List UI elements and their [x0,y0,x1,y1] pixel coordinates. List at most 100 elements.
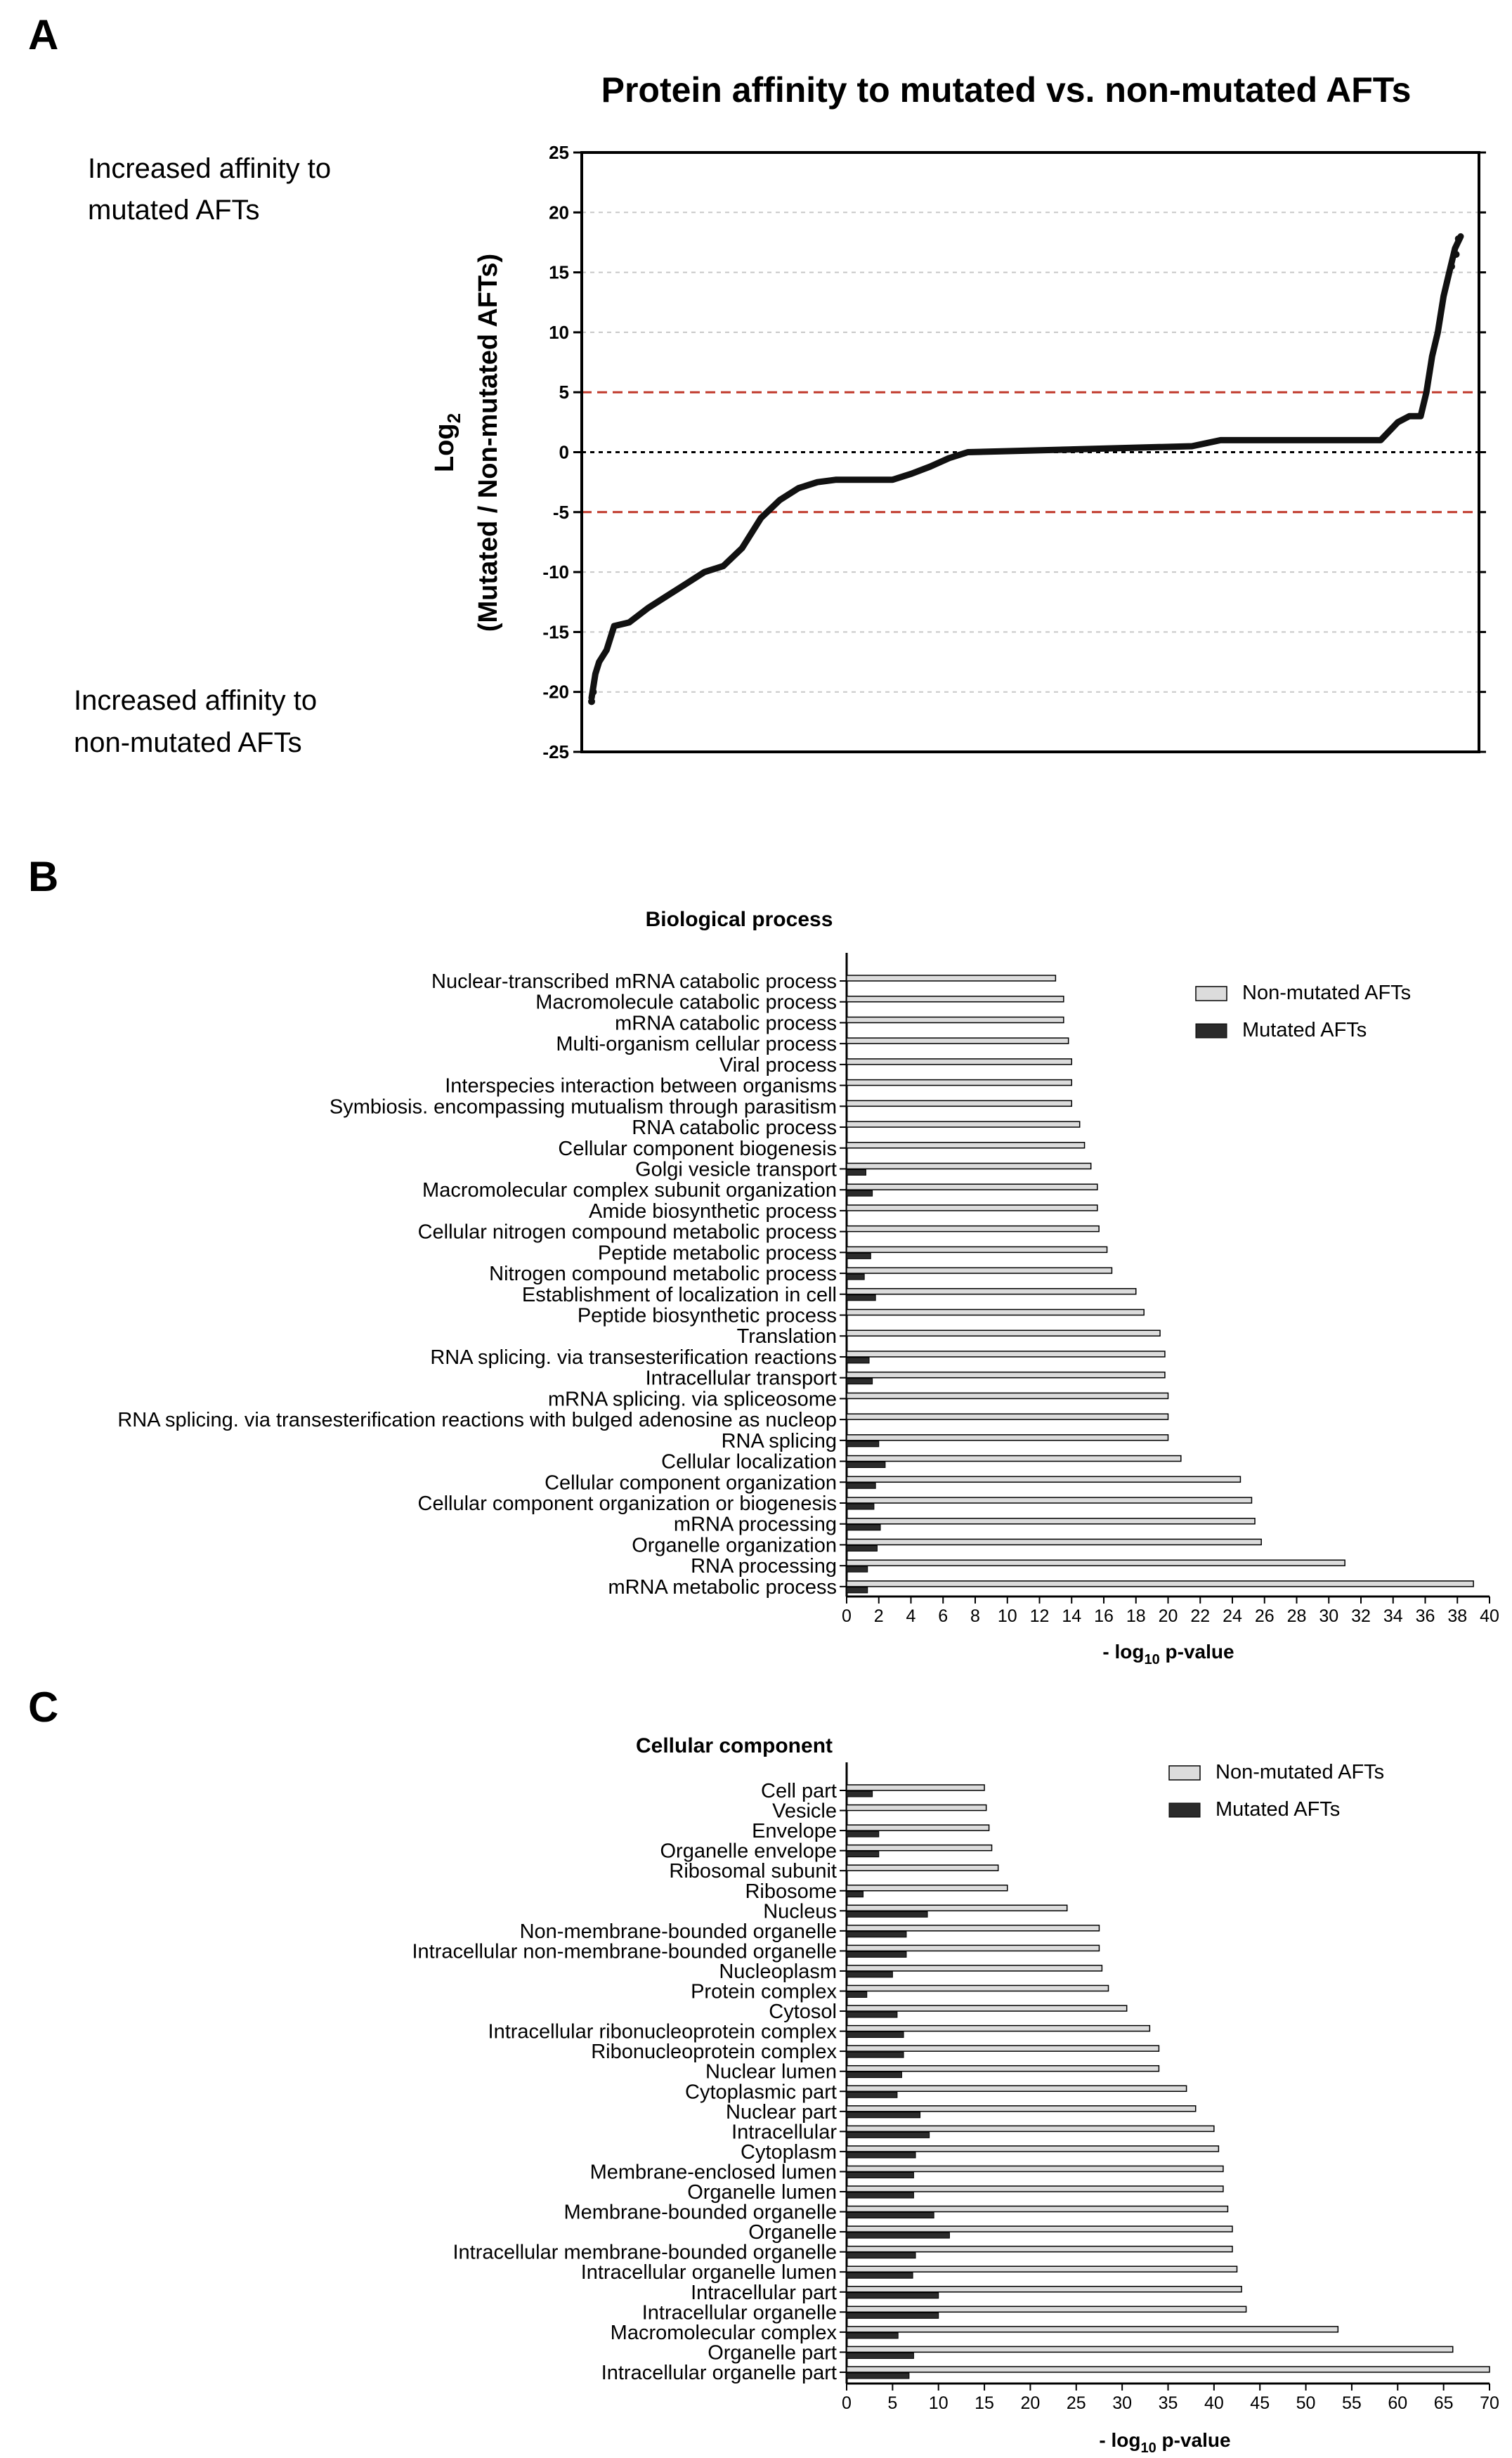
b-plot-bar-nonmutated [846,1016,1064,1024]
b-plot-category-label: RNA processing [691,1555,837,1578]
b-plot-bar-nonmutated [846,1476,1241,1483]
c-plot-bar-mutated [846,1851,880,1858]
c-plot-category-label: Intracellular membrane-bounded organelle [453,2242,838,2264]
b-plot-xtick-label: 26 [1255,1606,1275,1626]
c-plot-legend-label-mutated: Mutated AFTs [1216,1798,1340,1821]
b-plot-category-label: mRNA splicing. via spliceosome [548,1388,837,1410]
panel-a-curve [588,233,1464,701]
c-plot-bar-mutated [846,2252,916,2259]
b-plot-xtick-label: 4 [906,1606,916,1626]
b-plot-category-label: Intracellular transport [646,1367,837,1390]
b-plot-xtick-label: 24 [1223,1606,1242,1626]
c-plot-bar-mutated [846,2051,904,2058]
b-plot-bar-nonmutated [846,1121,1081,1128]
panel-b: B Biological process 0 2 4 6 8 10 12 14 16 18 20 22… [28,853,1499,1667]
c-plot-bar-nonmutated [846,2185,1224,2192]
panel-b-plot: 0 2 4 6 8 10 12 14 16 18 20 22 24 26 28 30 32 34 36 38 40Nuc… [117,953,1499,1626]
c-plot-bar-mutated [846,2031,904,2038]
c-plot-category-label: Intracellular [731,2121,837,2143]
panel-a-ylabel: Log2 (Mutated / Non-mutated AFTs) [430,254,503,632]
b-plot-bar-mutated [846,1524,881,1531]
b-plot-bar-mutated [846,1190,873,1197]
c-plot-bar-nonmutated [846,1965,1103,1972]
c-plot-xtick-label: 35 [1159,2393,1178,2413]
b-plot-bar-mutated [846,1294,876,1301]
c-plot-xtick-label: 0 [842,2393,852,2413]
b-plot-bar-nonmutated [846,1079,1072,1086]
c-plot-bar-nonmutated [846,2085,1187,2092]
c-plot-bar-mutated [846,2352,914,2359]
b-plot-legend-label-nonmutated: Non-mutated AFTs [1242,982,1411,1004]
c-plot-xtick-label: 60 [1388,2393,1407,2413]
b-plot-xtick-label: 6 [938,1606,948,1626]
c-plot-bar-nonmutated [846,2045,1160,2052]
b-plot-bar-nonmutated [846,1204,1098,1211]
c-plot-category-label: Cytoplasm [741,2141,837,2164]
panel-a-note-bottom-line1: Increased affinity to [74,685,317,716]
b-plot-category-label: Interspecies interaction between organis… [445,1075,837,1098]
b-plot-category-label: Cellular component organization or bioge… [418,1493,837,1515]
b-plot-bar-mutated [846,1357,870,1364]
c-plot-xtick-label: 20 [1021,2393,1041,2413]
c-plot-xtick-label: 40 [1204,2393,1224,2413]
b-plot-bar-mutated [846,1545,878,1552]
b-plot-category-label: RNA splicing. via transesterification re… [117,1409,837,1431]
c-plot-legend-swatch-mutated [1168,1802,1201,1818]
b-plot-xtick-label: 10 [998,1606,1017,1626]
panel-a-ytick-label: 0 [559,442,569,463]
c-plot-bar-nonmutated [846,2105,1197,2112]
c-plot-bar-mutated [846,2312,939,2319]
c-plot-bar-mutated [846,2332,899,2339]
c-plot-category-label: Ribonucleoprotein complex [591,2041,837,2063]
b-plot-bar-nonmutated [846,1497,1253,1504]
b-plot-category-label: Multi-organism cellular process [556,1033,837,1055]
b-plot-bar-nonmutated [846,1100,1072,1107]
b-plot-bar-nonmutated [846,1351,1166,1358]
c-plot-bar-mutated [846,1951,907,1958]
b-plot-bar-nonmutated [846,1162,1092,1170]
b-plot-bar-mutated [846,1462,886,1469]
b-plot-bar-nonmutated [846,1580,1474,1587]
c-plot-bar-nonmutated [846,1904,1068,1912]
b-plot-xtick-label: 38 [1447,1606,1467,1626]
b-plot-category-label: Macromolecular complex subunit organizat… [422,1179,837,1202]
c-plot-category-label: Intracellular non-membrane-bounded organ… [412,1940,837,1963]
b-plot-xtick-label: 18 [1126,1606,1146,1626]
panel-a-point [1452,251,1460,259]
b-plot-category-label: mRNA metabolic process [608,1576,837,1599]
b-plot-legend-swatch-nonmutated [1195,986,1227,1001]
b-plot-bar-mutated [846,1169,866,1176]
b-plot-category-label: RNA splicing. via transesterification re… [430,1346,837,1369]
panel-a-ytick-label: -15 [542,621,569,642]
c-plot-category-label: Envelope [752,1820,837,1842]
b-plot-category-label: mRNA catabolic process [615,1012,837,1034]
c-plot-bar-nonmutated [846,2024,1151,2032]
c-plot-category-label: Nuclear part [726,2101,837,2124]
c-plot-bar-nonmutated [846,2245,1233,2253]
panel-a-ytick-label: -25 [542,741,569,762]
c-plot-category-label: Cell part [761,1780,837,1802]
b-plot-xtick-label: 34 [1383,1606,1403,1626]
b-plot-xtick-label: 12 [1030,1606,1050,1626]
c-plot-category-label: Membrane-enclosed lumen [590,2161,837,2183]
c-plot-bar-mutated [846,2212,934,2219]
c-plot-bar-nonmutated [846,2205,1229,2213]
panel-c-plot: 0 5 10 15 20 25 30 35 40 45 50 55 60 65 70 Cell partVes… [412,1761,1499,2413]
c-plot-category-label: Nucleus [763,1900,837,1923]
c-plot-category-label: Organelle envelope [660,1840,837,1863]
b-plot-bar-nonmutated [846,1455,1182,1462]
panel-a: A Protein affinity to mutated vs. non-mu… [28,11,1486,762]
panel-a-letter: A [28,11,58,58]
c-plot-category-label: Vesicle [772,1800,837,1823]
b-plot-xtick-label: 0 [842,1606,852,1626]
panel-a-ytick-label: -20 [542,682,569,703]
b-plot-legend-label-mutated: Mutated AFTs [1242,1019,1367,1041]
c-plot-category-label: Intracellular organelle part [601,2362,837,2384]
b-plot-bar-mutated [846,1252,871,1259]
c-plot-bar-nonmutated [846,1804,987,1812]
b-plot-bar-nonmutated [846,1517,1256,1525]
c-plot-bar-mutated [846,1831,880,1838]
b-plot-bar-nonmutated [846,1246,1108,1254]
c-plot-bar-mutated [846,2072,902,2079]
